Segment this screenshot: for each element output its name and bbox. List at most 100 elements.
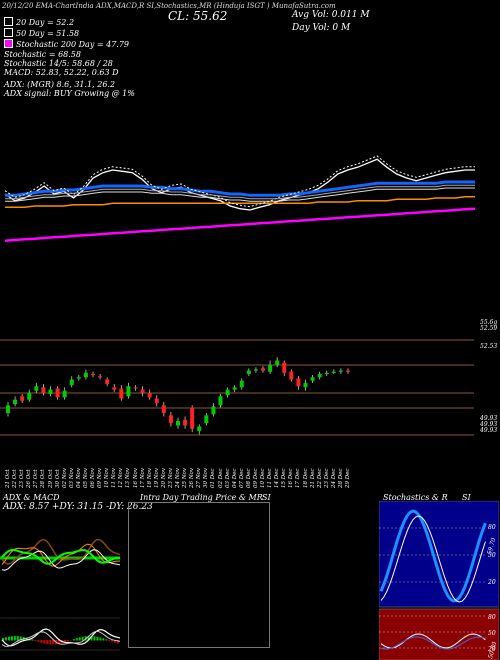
date-label: 13 Nov bbox=[125, 468, 132, 488]
date-label: 28 Oct bbox=[40, 469, 47, 488]
date-label: 17 Dec bbox=[295, 468, 302, 489]
macd-histogram-bar bbox=[72, 639, 75, 641]
macd-histogram-bar bbox=[34, 640, 37, 641]
date-label: 20 Nov bbox=[160, 468, 167, 488]
candle-body bbox=[239, 380, 244, 388]
macd-histogram-bar bbox=[43, 640, 46, 644]
stat-macd: MACD: 52.83, 52.22, 0.63 D bbox=[4, 68, 119, 77]
candle-body bbox=[218, 396, 223, 406]
stoch-value: 59.70 bbox=[486, 537, 497, 556]
macd-signal-line bbox=[1, 630, 121, 647]
price-label: 52.53 bbox=[480, 343, 497, 350]
date-label: 02 Nov bbox=[61, 468, 68, 488]
candle-body bbox=[331, 371, 336, 373]
candle-body bbox=[119, 388, 124, 399]
candle-body bbox=[197, 426, 202, 432]
date-label: 06 Nov bbox=[90, 468, 96, 488]
adx-line-green bbox=[1, 548, 121, 565]
legend-ema200: Stochastic 200 Day = 47.79 bbox=[4, 39, 129, 49]
macd-histogram-bar bbox=[4, 637, 7, 641]
avg-volume: Avg Vol: 0.011 M bbox=[292, 10, 370, 20]
candle-body bbox=[105, 379, 110, 384]
date-label: 29 Dec bbox=[345, 468, 351, 489]
date-label: 11 Dec bbox=[267, 468, 274, 489]
date-label: 17 Nov bbox=[139, 468, 146, 488]
candle-body bbox=[176, 420, 180, 426]
candle-body bbox=[76, 377, 81, 379]
macd-histogram-bar bbox=[52, 640, 55, 645]
date-label: 08 Dec bbox=[245, 468, 252, 489]
adx-values: ADX: 8.57 +DY: 31.15 -DY: 26.23 bbox=[3, 502, 153, 512]
stochastics-title-suffix: SI bbox=[462, 493, 471, 502]
date-label: 26 Nov bbox=[189, 468, 196, 488]
date-label: 19 Nov bbox=[153, 468, 160, 488]
adx-line-brown bbox=[1, 538, 121, 565]
date-label: 23 Dec bbox=[323, 468, 330, 489]
stoch-rsi-panel: 80 50 20 59.70 80 50 20 50.80 bbox=[379, 501, 499, 660]
candle-body bbox=[13, 399, 18, 405]
candle-body bbox=[190, 407, 195, 429]
candle-body bbox=[168, 415, 173, 424]
stat-stoch-14-5: Stochastic 14/5: 58.68 / 28 bbox=[4, 59, 113, 68]
date-label: 27 Oct bbox=[33, 469, 40, 488]
price-label: 49.93 bbox=[479, 427, 497, 434]
macd-histogram-bar bbox=[78, 637, 81, 641]
macd-histogram-bar bbox=[16, 636, 19, 641]
macd-histogram-bar bbox=[37, 640, 40, 642]
legend-swatch-icon bbox=[4, 39, 13, 48]
price-label: 52.59 bbox=[480, 325, 497, 332]
candle-body bbox=[20, 396, 25, 401]
day-volume: Day Vol: 0 M bbox=[292, 23, 351, 33]
candle-body bbox=[161, 405, 166, 414]
candle-body bbox=[246, 370, 251, 374]
candle-body bbox=[6, 405, 10, 414]
date-label: 24 Nov bbox=[175, 468, 181, 488]
candle-body bbox=[261, 368, 265, 371]
candle-body bbox=[133, 387, 138, 389]
candle-body bbox=[317, 373, 322, 378]
candle-body bbox=[232, 387, 237, 390]
macd-histogram-bar bbox=[111, 640, 114, 642]
date-label: 04 Nov bbox=[75, 468, 82, 488]
date-label: 01 Dec bbox=[210, 468, 217, 489]
candle-body bbox=[62, 390, 67, 398]
macd-histogram-bar bbox=[46, 640, 49, 645]
date-label: 29 Oct bbox=[47, 469, 54, 488]
candle-body bbox=[338, 370, 343, 372]
date-label: 02 Dec bbox=[217, 468, 224, 489]
stochastics-title: Stochastics & R bbox=[383, 493, 448, 502]
candle-body bbox=[324, 372, 329, 374]
candle-body bbox=[55, 388, 60, 398]
candle-body bbox=[147, 392, 152, 398]
macd-histogram-bar bbox=[102, 638, 105, 641]
series-line-50-day bbox=[5, 180, 475, 197]
legend-ema20: 20 Day = 52.2 bbox=[4, 17, 74, 27]
date-label: 10 Dec bbox=[260, 468, 266, 489]
macd-histogram-bar bbox=[96, 636, 99, 641]
candle-body bbox=[253, 369, 258, 371]
series-line-50-day-upper bbox=[5, 187, 475, 202]
macd-histogram-bar bbox=[105, 639, 108, 641]
candle-body bbox=[34, 386, 39, 391]
date-label: 27 Nov bbox=[196, 468, 203, 488]
legend-swatch-icon bbox=[4, 28, 13, 37]
mr-line bbox=[380, 636, 486, 650]
date-label: 16 Dec bbox=[288, 468, 295, 489]
date-label: 18 Nov bbox=[146, 468, 153, 488]
candle-body bbox=[303, 382, 308, 388]
date-label: 14 Dec bbox=[274, 468, 281, 489]
date-label: 09 Nov bbox=[97, 468, 104, 488]
rsi-label-20: 20 bbox=[487, 646, 496, 653]
macd-histogram-bar bbox=[81, 636, 84, 641]
intraday-panel bbox=[128, 502, 270, 648]
date-label: 09 Dec bbox=[252, 468, 259, 489]
date-label: 24 Dec bbox=[330, 468, 337, 489]
adx-macd-title: ADX & MACD bbox=[3, 493, 60, 502]
candle-body bbox=[83, 372, 88, 378]
adx-line: ADX: (MGR) 8.6, 31.1, 26.2 bbox=[4, 80, 116, 89]
legend-ema50: 50 Day = 51.58 bbox=[4, 28, 79, 38]
date-label: 18 Dec bbox=[302, 468, 309, 489]
date-label: 21 Oct bbox=[5, 469, 11, 488]
macd-histogram-bar bbox=[7, 636, 10, 641]
candle-body bbox=[225, 389, 230, 396]
